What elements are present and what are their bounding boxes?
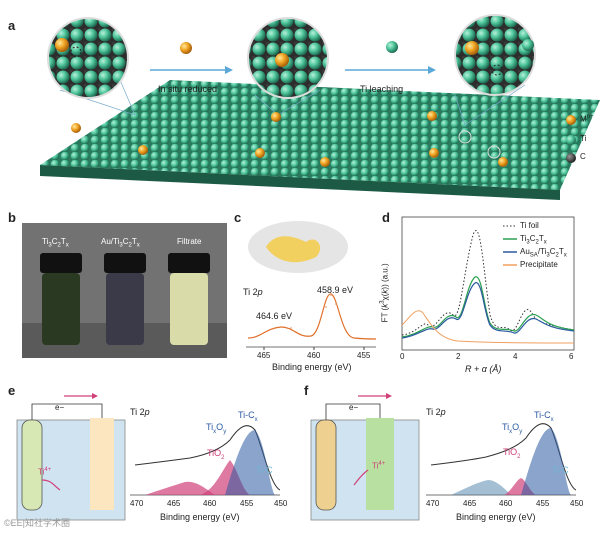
panel-f-electron: e− bbox=[349, 403, 359, 412]
panel-d-legend-2: Ti3C2Tx bbox=[520, 234, 547, 246]
vial-2 bbox=[104, 253, 146, 345]
panel-c-xlabel: Binding energy (eV) bbox=[272, 362, 352, 372]
panel-d-ylabel: FT (k3χ(k)) (a.u.) bbox=[379, 263, 390, 323]
panel-f-spectrum-label: Ti 2p bbox=[426, 407, 446, 417]
legend-mn-label: Mn+ bbox=[580, 114, 594, 124]
vial-1-label: Ti3C2Tx bbox=[42, 237, 69, 249]
incoming-metal-ion bbox=[55, 38, 69, 52]
panel-e-label-tixoy: TixOy bbox=[206, 422, 227, 435]
panel-f-cell bbox=[310, 393, 420, 521]
vial-2-label: Au/Ti3C2Tx bbox=[101, 237, 140, 249]
panel-d-legend-4: Precipitate bbox=[520, 260, 558, 269]
panel-d-xlabel: R + α (Å) bbox=[465, 364, 502, 374]
panel-f-xlabel: Binding energy (eV) bbox=[456, 512, 536, 522]
panel-f-xtick-1: 470 bbox=[426, 499, 440, 508]
panel-d-xtick-3: 4 bbox=[513, 352, 518, 361]
vials-photo bbox=[22, 223, 227, 358]
legend-c-label: C bbox=[580, 152, 586, 161]
panel-e-xlabel: Binding energy (eV) bbox=[160, 512, 240, 522]
panel-e-xtick-3: 460 bbox=[203, 499, 217, 508]
mxene-slab bbox=[40, 80, 600, 190]
panel-e-cell bbox=[16, 393, 126, 521]
teal-sphere-icon bbox=[566, 135, 576, 145]
panel-e-electron: e− bbox=[55, 403, 65, 412]
panel-c-xtick-3: 455 bbox=[357, 351, 371, 360]
panel-f-xtick-2: 465 bbox=[463, 499, 477, 508]
peak2-label: 458.9 eV bbox=[317, 285, 354, 295]
panel-e-ion: Ti4+ bbox=[38, 467, 52, 477]
panel-d-legend-3: AuSA/Ti3C2Tx bbox=[520, 247, 567, 259]
panel-f-xtick-4: 455 bbox=[536, 499, 550, 508]
panel-e-spectrum-label: Ti 2p bbox=[130, 407, 150, 417]
panel-f-label-ticx: Ti-Cx bbox=[534, 410, 554, 423]
vial-3-label: Filtrate bbox=[177, 237, 202, 246]
leaching-ti-atom bbox=[386, 41, 398, 53]
panel-f-ion: Ti4+ bbox=[372, 461, 386, 471]
panel-c-chart bbox=[246, 221, 377, 350]
panel-c-letter: c bbox=[234, 210, 242, 225]
panel-d-legend-swatches bbox=[503, 225, 517, 266]
gold-sphere-icon bbox=[566, 115, 576, 125]
zoom-circle-2 bbox=[247, 17, 329, 116]
legend-ti-label: Ti bbox=[580, 134, 587, 143]
panel-e-label-tio2: TiO2 bbox=[207, 448, 225, 461]
panel-f-letter: f bbox=[304, 383, 309, 398]
panel-f-xtick-5: 450 bbox=[570, 499, 584, 508]
panel-a-letter: a bbox=[8, 18, 16, 33]
step2-label: Ti leaching bbox=[360, 84, 404, 94]
panel-f-label-tic: Ti-C bbox=[552, 465, 569, 475]
panel-f-chart bbox=[426, 423, 576, 496]
panel-d-xtick-4: 6 bbox=[569, 352, 574, 361]
panel-e-letter: e bbox=[8, 383, 16, 398]
step1-label: In situ reduced bbox=[158, 84, 218, 94]
panel-e-xtick-5: 450 bbox=[274, 499, 288, 508]
zoom-circle-3 bbox=[454, 14, 536, 126]
watermark: ©EE|知社学术圈 bbox=[4, 518, 70, 528]
panel-c-xtick-2: 460 bbox=[307, 351, 321, 360]
vial-1 bbox=[40, 253, 82, 345]
panel-f-label-tio2: TiO2 bbox=[503, 447, 521, 460]
panel-e-label-ticx: Ti-Cx bbox=[238, 410, 258, 423]
panel-a-illustration bbox=[40, 14, 600, 200]
panel-e-xtick-2: 465 bbox=[167, 499, 181, 508]
panel-d-xtick-2: 2 bbox=[456, 352, 461, 361]
panel-e-xtick-1: 470 bbox=[130, 499, 144, 508]
panel-f-label-tixoy: TixOy bbox=[502, 422, 523, 435]
panel-c-spectrum-label: Ti 2p bbox=[243, 287, 263, 297]
dark-sphere-icon bbox=[566, 153, 576, 163]
panel-e-xtick-4: 455 bbox=[240, 499, 254, 508]
panel-d-xtick-1: 0 bbox=[400, 352, 405, 361]
vial-3 bbox=[168, 253, 210, 345]
panel-b-letter: b bbox=[8, 210, 16, 225]
panel-d-letter: d bbox=[382, 210, 390, 225]
panel-e-label-tic: Ti-C bbox=[256, 465, 273, 475]
zoom-circle-1 bbox=[47, 17, 136, 116]
peak1-label: 464.6 eV bbox=[256, 311, 293, 321]
panel-d-legend-1: Ti foil bbox=[520, 221, 539, 230]
panel-d-chart bbox=[401, 216, 575, 351]
panel-e-chart bbox=[130, 425, 280, 496]
panel-c-xtick-1: 465 bbox=[257, 351, 271, 360]
panel-f-xtick-3: 460 bbox=[499, 499, 513, 508]
